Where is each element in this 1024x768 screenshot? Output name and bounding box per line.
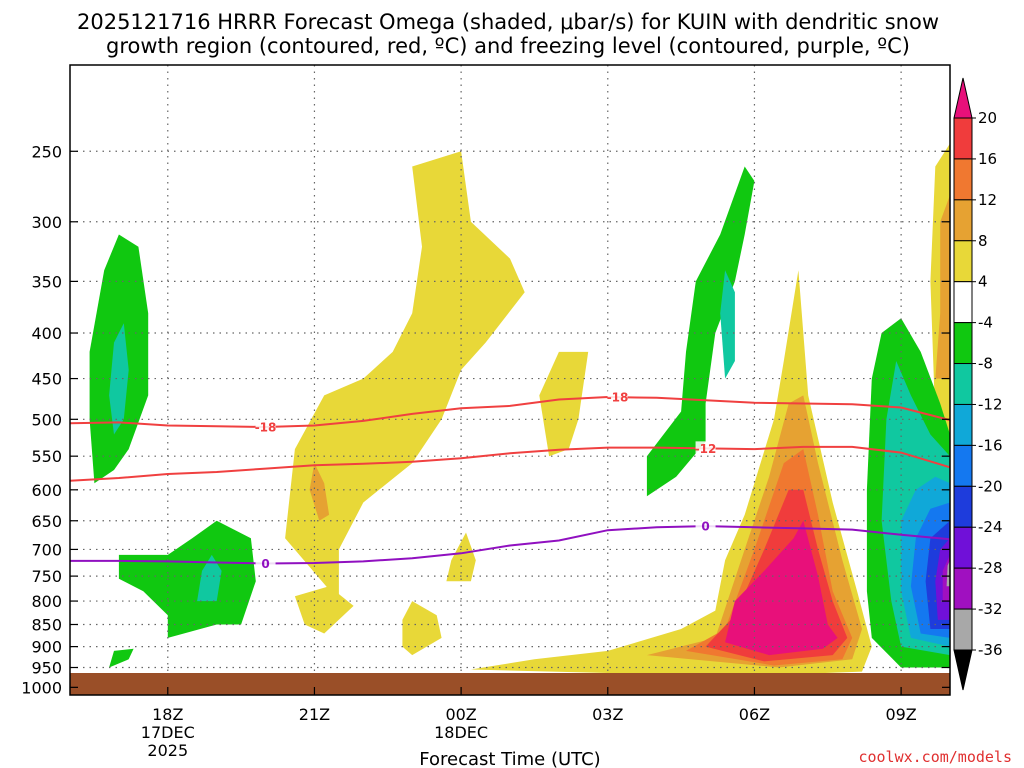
colorbar-segment [953,403,973,446]
x-tick-label: 06Z [739,705,770,724]
y-axis: 250 300 350 400 450 500 550 600 650 700 750 800 850 9… [21,142,950,697]
y-tick-label: 850 [31,615,62,634]
contour-label-dendritic-0: -12 [695,442,717,456]
y-tick-label: 500 [31,410,62,429]
grid-layer [70,65,950,695]
contour-label-bg [255,419,276,434]
colorbar-segment [953,567,973,610]
omega-layer [89,143,950,676]
y-tick-label: 650 [31,512,62,531]
colorbar-label: -12 [978,395,1003,413]
colorbar-label: -24 [978,518,1003,536]
colorbar-label: -32 [978,600,1003,618]
plot-area: -18 -18 -12 0 0 [69,64,951,696]
colorbar-segment [953,158,973,201]
y-tick-label: 700 [31,540,62,559]
omega-region-17 [109,648,134,668]
x-tick-date: 17DEC [141,723,195,742]
omega-region-5 [402,601,442,656]
colorbar-segment [953,526,973,569]
contour-label-bg [255,556,276,571]
y-tick-label: 400 [31,324,62,343]
chart-title-line1: 2025121716 HRRR Forecast Omega (shaded, … [77,10,939,34]
contour-label-dendritic-1: -18 [607,391,629,405]
chart-title-line2: growth region (contoured, red, ºC) and f… [106,34,910,58]
colorbar-label: -4 [978,314,993,332]
omega-region-1 [309,463,330,521]
colorbar-segment [953,281,973,324]
y-tick-label: 550 [31,447,62,466]
omega-region-0 [285,151,525,602]
colorbar: 20 16 12 8 4 -4 -8 -12 -16 -20 -24 -28 -32 -36 [953,77,1003,691]
y-tick-label: 350 [31,272,62,291]
contour-label-bg [695,519,716,534]
x-tick-label: 21Z [299,705,330,724]
colorbar-segment [953,363,973,405]
colorbar-segment [953,608,973,651]
contour-label-freezing-1: 0 [701,520,709,534]
colorbar-label: 4 [978,273,988,291]
y-tick-label: 600 [31,481,62,500]
colorbar-label: 12 [978,191,997,209]
y-tick-label: 950 [31,659,62,678]
omega-region-14 [109,323,129,435]
y-tick-label: 1000 [21,678,62,697]
y-tick-label: 750 [31,567,62,586]
colorbar-label: -36 [978,641,1003,659]
omega-region-27 [946,560,950,587]
colorbar-label: -20 [978,477,1003,495]
x-axis-label: Forecast Time (UTC) [419,749,600,768]
omega-region-16 [197,554,222,602]
contour-layer: -18 -18 -12 0 0 [69,390,951,571]
contour-label-freezing-0: 0 [261,557,269,571]
y-tick-label: 900 [31,638,62,657]
colorbar-label: -16 [978,436,1003,454]
colorbar-top-triangle [953,77,973,119]
x-tick-label: 18Z [152,705,183,724]
colorbar-segment [953,444,973,487]
x-tick-year: 2025 [147,741,188,760]
colorbar-segment [953,117,973,160]
colorbar-label: 20 [978,109,997,127]
colorbar-bottom-triangle [953,649,973,691]
colorbar-segment [953,199,973,242]
y-tick-label: 800 [31,592,62,611]
contour-line-dendritic-0 [69,395,951,429]
plot-frame [69,64,951,696]
contour-label-bg [607,390,628,405]
colorbar-segment [953,485,973,528]
contour-label-bg [695,441,716,456]
colorbar-segment [953,240,973,283]
x-tick-label: 00Z [445,705,476,724]
x-tick-date: 18DEC [434,723,488,742]
colorbar-label: -8 [978,355,993,373]
colorbar-segment [953,322,973,365]
contour-label-dendritic-0: -18 [255,420,277,434]
omega-region-19 [720,270,735,379]
colorbar-label: -28 [978,559,1003,577]
omega-region-18 [646,166,755,497]
y-tick-label: 250 [31,142,62,161]
x-tick-label: 03Z [592,705,623,724]
colorbar-label: 16 [978,150,997,168]
omega-region-2 [294,586,354,634]
x-tick-label: 09Z [885,705,916,724]
omega-region-4 [446,532,476,582]
omega-region-10 [725,520,838,656]
contour-line-dendritic-1 [69,445,951,482]
y-tick-label: 300 [31,213,62,232]
contour-line-freezing-2 [70,525,951,565]
credit-text: coolwx.com/models [858,748,1012,766]
ground-surface [70,673,950,695]
y-tick-label: 450 [31,370,62,389]
colorbar-label: 8 [978,232,988,250]
omega-region-15 [118,520,256,638]
